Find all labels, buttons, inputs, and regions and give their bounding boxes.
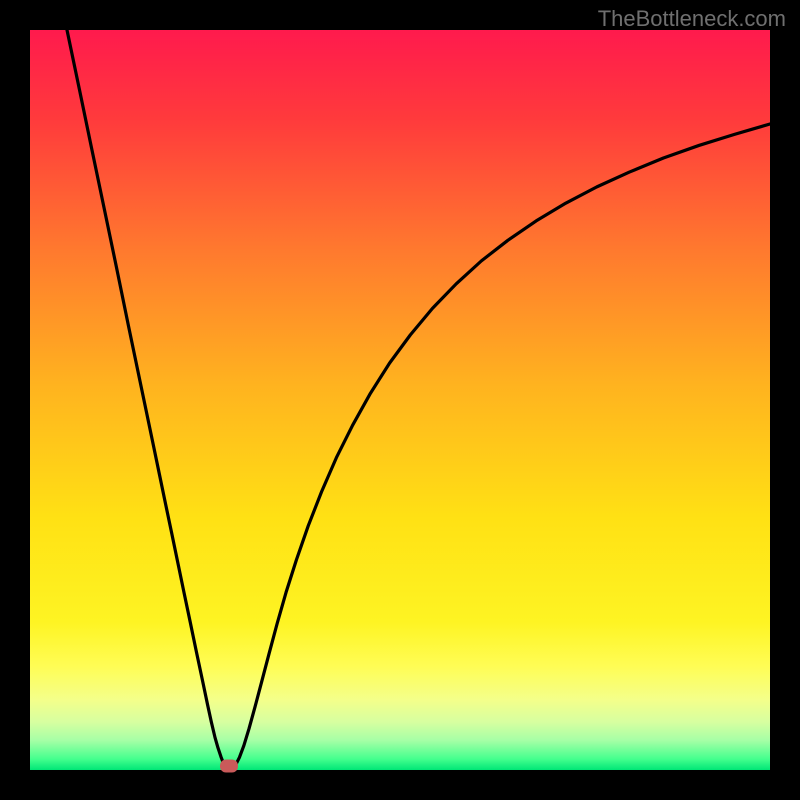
gradient-background [30,30,770,770]
watermark-text: TheBottleneck.com [598,6,786,32]
minimum-marker [220,759,238,772]
plot-area [30,30,770,770]
chart-container: TheBottleneck.com [0,0,800,800]
